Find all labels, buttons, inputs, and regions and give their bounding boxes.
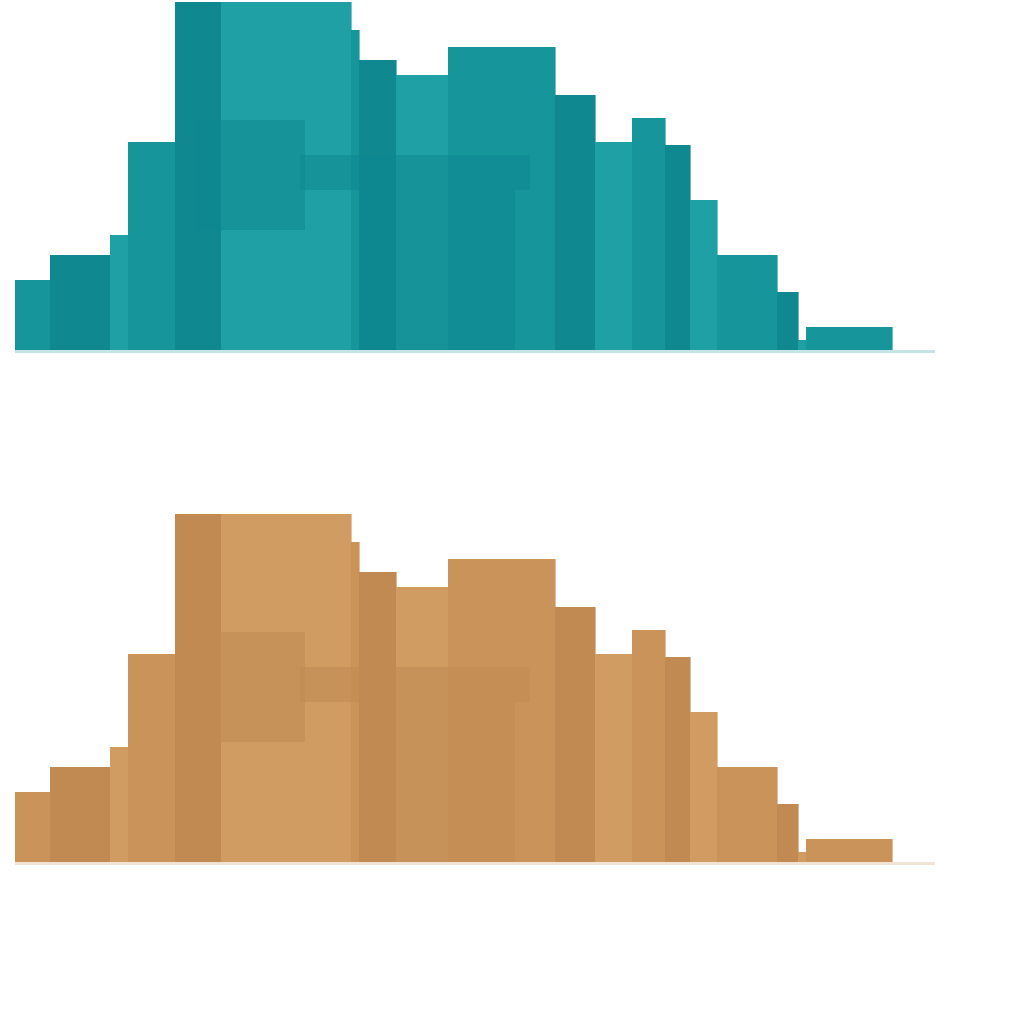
shade-block [300, 667, 530, 702]
shade-block [360, 702, 515, 862]
step-bar [665, 145, 691, 350]
step-bar [128, 654, 176, 862]
step-bar [806, 327, 893, 350]
step-bar [717, 767, 778, 862]
shade-block [300, 155, 530, 190]
step-bar [632, 630, 666, 862]
step-bar [798, 340, 807, 350]
shade-block [360, 190, 515, 350]
ground-line [15, 350, 935, 353]
teal-step-silhouette [15, 2, 935, 353]
step-bar [777, 804, 799, 862]
step-bar [15, 792, 51, 862]
step-bar [50, 767, 111, 862]
step-bar [555, 95, 596, 350]
step-bar [798, 852, 807, 862]
step-bar [717, 255, 778, 350]
step-bar [632, 118, 666, 350]
step-bar [665, 657, 691, 862]
step-bar [806, 839, 893, 862]
step-bar [15, 280, 51, 350]
step-bar [555, 607, 596, 862]
step-bar [690, 200, 718, 350]
step-bar [110, 747, 129, 862]
step-bar [690, 712, 718, 862]
step-bar [110, 235, 129, 350]
shade-block [195, 120, 305, 230]
step-bar [777, 292, 799, 350]
ground-line [15, 862, 935, 865]
shade-block [195, 632, 305, 742]
step-bar [50, 255, 111, 350]
step-bar [128, 142, 176, 350]
tan-step-silhouette [15, 514, 935, 865]
step-bar [595, 654, 633, 862]
step-bar [595, 142, 633, 350]
